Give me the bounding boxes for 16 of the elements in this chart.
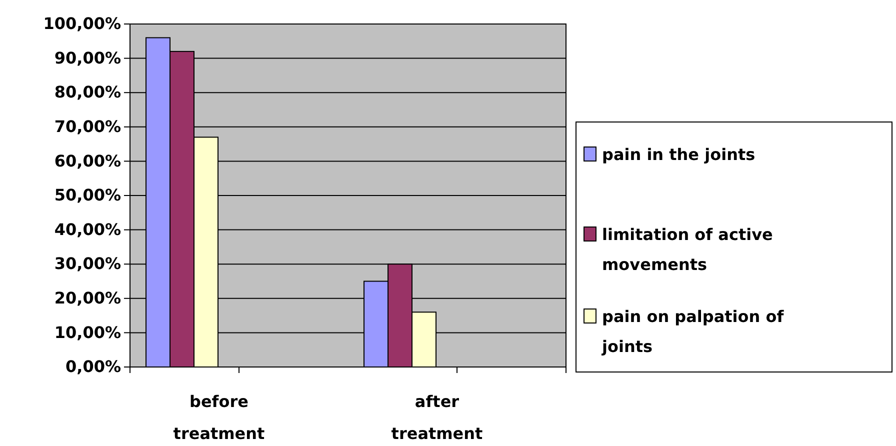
y-tick-label: 20,00% [54, 288, 121, 308]
legend-label: pain on palpation of joints [601, 307, 785, 356]
legend-label: pain in the joints [602, 145, 756, 164]
y-tick-label: 40,00% [54, 220, 121, 239]
x-tick-label: after treatment [391, 392, 484, 443]
y-tick-label: 80,00% [54, 82, 121, 102]
y-tick-label: 10,00% [54, 322, 121, 342]
y-tick-label: 50,00% [54, 186, 121, 205]
y-tick-label: 0,00% [65, 357, 121, 376]
legend-label: limitation of active movements [602, 225, 774, 274]
y-tick-label: 90,00% [54, 48, 121, 68]
y-tick-label: 100,00% [43, 14, 121, 34]
y-tick-label: 60,00% [54, 151, 121, 170]
x-tick-label: before treatment [173, 392, 266, 443]
y-tick-label: 70,00% [54, 117, 121, 136]
y-tick-label: 30,00% [54, 254, 121, 274]
